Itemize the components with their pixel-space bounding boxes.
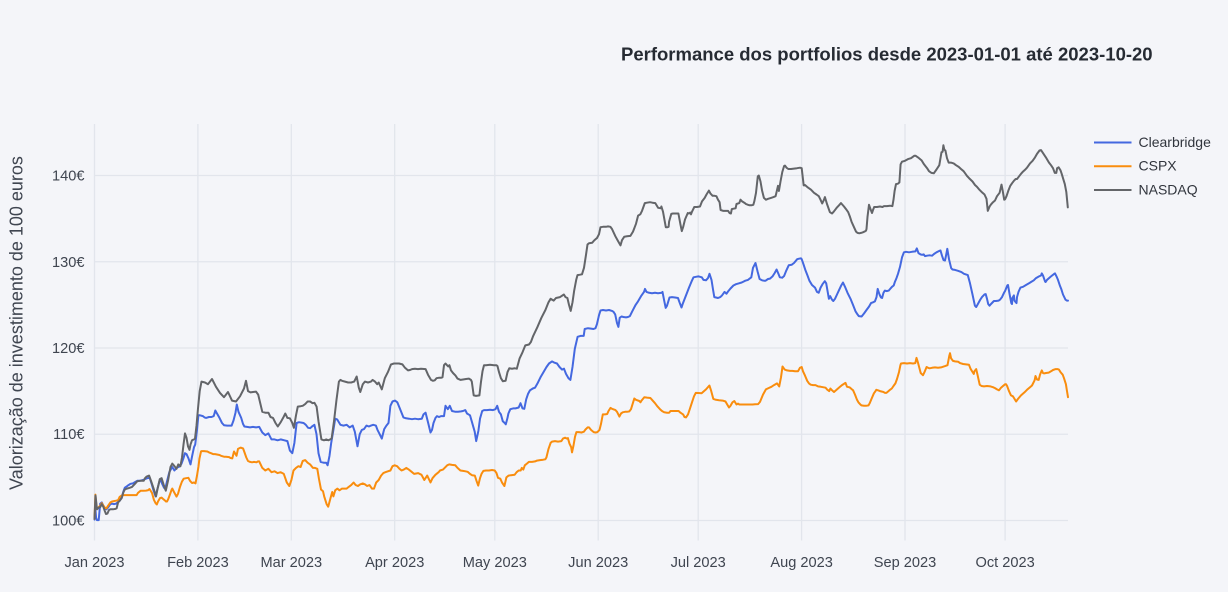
svg-text:100€: 100€ [52,514,84,530]
svg-text:Jul 2023: Jul 2023 [671,555,726,571]
svg-text:Aug 2023: Aug 2023 [770,555,833,571]
svg-text:Jun 2023: Jun 2023 [568,555,628,571]
svg-text:NASDAQ: NASDAQ [1139,182,1198,198]
svg-text:Feb 2023: Feb 2023 [167,555,229,571]
svg-text:Performance dos portfolios des: Performance dos portfolios desde 2023-01… [621,44,1153,65]
svg-text:Valorização de investimento de: Valorização de investimento de 100 euros [7,156,27,490]
svg-text:140€: 140€ [52,169,84,185]
svg-text:110€: 110€ [53,427,84,443]
svg-text:May 2023: May 2023 [463,555,527,571]
svg-text:130€: 130€ [52,255,84,271]
svg-text:Oct 2023: Oct 2023 [975,555,1034,571]
svg-text:Clearbridge: Clearbridge [1139,134,1212,150]
svg-text:Jan 2023: Jan 2023 [64,555,124,571]
svg-text:Apr 2023: Apr 2023 [365,555,424,571]
svg-text:Sep 2023: Sep 2023 [874,555,937,571]
svg-text:120€: 120€ [52,341,84,357]
svg-text:CSPX: CSPX [1139,158,1178,174]
svg-text:Mar 2023: Mar 2023 [260,555,322,571]
